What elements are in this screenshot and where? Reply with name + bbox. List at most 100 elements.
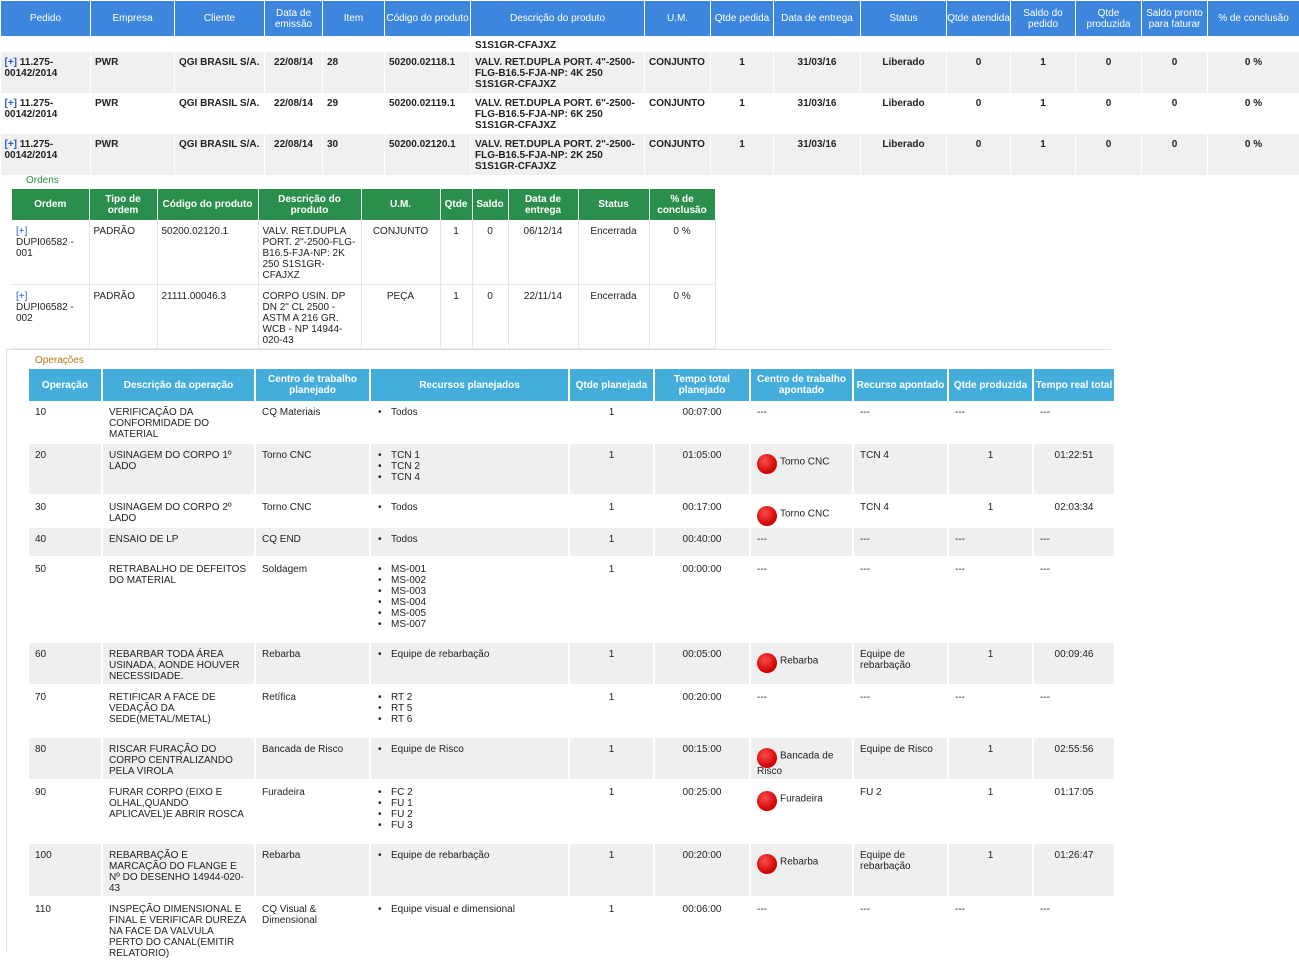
ordem-cell: [+]DUPI06582 - 001: [12, 220, 89, 284]
column-header[interactable]: U.M.: [361, 189, 440, 220]
qtde-cell: 1: [569, 557, 654, 642]
status-indicator-icon: [757, 454, 777, 474]
column-header[interactable]: Qtde atendida: [947, 1, 1011, 37]
work-center-reported-cell: Torno CNC: [750, 495, 853, 527]
column-header[interactable]: % de conclusão: [1208, 1, 1299, 37]
desc-cell: ENSAIO DE LP: [102, 527, 255, 557]
column-header[interactable]: Qtde produzida: [1076, 1, 1142, 37]
column-header[interactable]: U.M.: [645, 1, 711, 37]
column-header[interactable]: Data de entrega: [774, 1, 861, 37]
column-header[interactable]: Tempo total planejado: [654, 369, 750, 401]
work-center-reported-cell: ---: [750, 401, 853, 443]
order-id: DUPI06582 - 001: [16, 237, 85, 259]
column-header[interactable]: Recurso apontado: [853, 369, 948, 401]
expand-toggle[interactable]: [+]: [5, 57, 18, 68]
tempo-cell: 00:20:00: [654, 843, 750, 897]
entrega-cell: 06/12/14: [508, 220, 578, 284]
column-header[interactable]: Pedido: [1, 1, 91, 37]
column-header[interactable]: Saldo pronto para faturar: [1142, 1, 1208, 37]
column-header[interactable]: Status: [578, 189, 649, 220]
op-cell: 20: [29, 443, 102, 495]
column-header[interactable]: Centro de trabalho apontado: [750, 369, 853, 401]
item-cell: 30: [323, 134, 385, 175]
column-header[interactable]: Operação: [29, 369, 102, 401]
column-header[interactable]: Tempo real total: [1033, 369, 1115, 401]
expand-toggle[interactable]: [+]: [5, 139, 18, 150]
resource-item: TCN 4: [391, 472, 562, 483]
column-header[interactable]: Qtde planejada: [569, 369, 654, 401]
tempo_real-cell: 01:26:47: [1033, 843, 1115, 897]
column-header[interactable]: Saldo: [472, 189, 508, 220]
column-header[interactable]: Qtde: [440, 189, 472, 220]
status-cell: Liberado: [861, 93, 947, 134]
column-header[interactable]: Data de entrega: [508, 189, 578, 220]
entrega-cell: 22/11/14: [508, 284, 578, 348]
qtde_prod-cell: 1: [948, 780, 1033, 843]
qtde-cell: 1: [569, 495, 654, 527]
column-header[interactable]: Descrição do produto: [258, 189, 361, 220]
desc-cell: USINAGEM DO CORPO 1º LADO: [102, 443, 255, 495]
column-header[interactable]: Código do produto: [157, 189, 258, 220]
expand-toggle[interactable]: [+]: [5, 98, 18, 109]
planned-resources-cell: Equipe visual e dimensional: [370, 897, 569, 962]
status-cell: Encerrada: [578, 284, 649, 348]
column-header[interactable]: Saldo do pedido: [1011, 1, 1076, 37]
conclusao-cell: 0 %: [649, 284, 715, 348]
recurso_apont-cell: ---: [853, 401, 948, 443]
column-header[interactable]: Qtde produzida: [948, 369, 1033, 401]
atendida-cell: 0: [947, 134, 1011, 175]
table-row: S1S1GR-CFAJXZ: [1, 37, 1299, 53]
column-header[interactable]: Centro de trabalho planejado: [255, 369, 370, 401]
produzida-cell: 0: [1076, 134, 1142, 175]
desc-cell: RETIFICAR A FACE DE VEDAÇÃO DA SEDE(META…: [102, 685, 255, 737]
column-header[interactable]: Tipo de ordem: [89, 189, 157, 220]
resource-item: Equipe de rebarbação: [391, 850, 562, 861]
resource-item: Equipe visual e dimensional: [391, 904, 562, 915]
entrega-cell: 31/03/16: [774, 93, 861, 134]
column-header[interactable]: Item: [323, 1, 385, 37]
centro-cell: Rebarba: [255, 843, 370, 897]
resource-item: MS-003: [391, 586, 562, 597]
status-indicator-icon: [757, 791, 777, 811]
column-header[interactable]: % de conclusão: [649, 189, 715, 220]
column-header[interactable]: Descrição do produto: [471, 1, 645, 37]
um-cell: PEÇA: [361, 284, 440, 348]
planned-resources-cell: Equipe de Risco: [370, 737, 569, 780]
planned-resources-cell: Todos: [370, 527, 569, 557]
column-header[interactable]: Status: [861, 1, 947, 37]
expand-toggle[interactable]: [+]: [16, 291, 85, 302]
column-header[interactable]: Data de emissão: [265, 1, 323, 37]
descricao-cell: VALV. RET.DUPLA PORT. 2"-2500-FLG-B16.5-…: [471, 134, 645, 175]
column-header[interactable]: Descrição da operação: [102, 369, 255, 401]
tempo_real-cell: ---: [1033, 401, 1115, 443]
column-header[interactable]: Cliente: [175, 1, 265, 37]
column-header[interactable]: Ordem: [12, 189, 89, 220]
desc-cell: REBARBAÇÃO E MARCAÇÃO DO FLANGE E Nº DO …: [102, 843, 255, 897]
column-header[interactable]: Empresa: [91, 1, 175, 37]
cliente-cell: QGI BRASIL S/A.: [175, 52, 265, 93]
column-header[interactable]: Qtde pedida: [711, 1, 774, 37]
resource-item: Todos: [391, 407, 562, 418]
column-header[interactable]: Recursos planejados: [370, 369, 569, 401]
column-header[interactable]: Código do produto: [385, 1, 471, 37]
expand-toggle[interactable]: [+]: [16, 226, 85, 237]
qtde_prod-cell: 1: [948, 843, 1033, 897]
